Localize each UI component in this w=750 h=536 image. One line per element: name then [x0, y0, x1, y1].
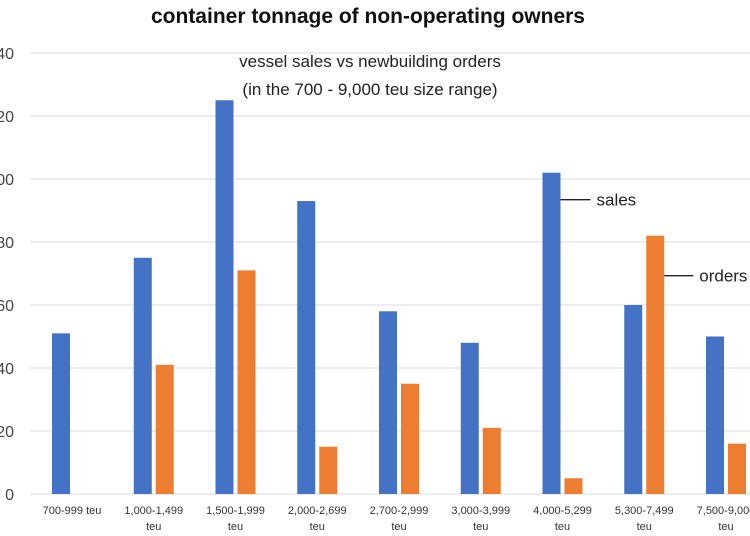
bar-sales: [542, 172, 561, 494]
bar-sales: [706, 336, 724, 494]
bars: [52, 100, 746, 495]
bar-sales: [133, 257, 152, 494]
x-tick-label: 4,000-5,299: [533, 505, 592, 517]
bar-sales: [297, 201, 316, 495]
x-tick-label: 5,300-7,499: [615, 505, 674, 517]
y-tick-label: 100: [0, 172, 14, 189]
y-tick-label: 40: [0, 361, 14, 378]
bar-orders: [482, 427, 501, 494]
x-tick-label: teu: [473, 521, 488, 533]
x-tick-label: 700-999 teu: [43, 505, 102, 517]
x-tick-label: teu: [310, 521, 325, 533]
y-tick-label: 80: [0, 235, 14, 252]
bar-sales: [379, 311, 397, 494]
bar-sales: [624, 305, 643, 494]
legend: sales orders: [560, 191, 747, 286]
y-tick-label: 120: [0, 109, 14, 126]
bar-orders: [155, 364, 174, 494]
bar-orders: [401, 383, 419, 494]
bar-orders: [646, 235, 665, 494]
x-tick-label: teu: [228, 521, 243, 533]
x-axis-ticks: 700-999 teu 1,000-1,499 teu 1,500-1,999 teu 2…: [43, 505, 750, 533]
y-tick-label: 0: [5, 487, 14, 504]
x-tick-label: 1,500-1,999: [206, 505, 265, 517]
bar-orders: [564, 478, 583, 494]
x-tick-label: teu: [637, 521, 652, 533]
chart-subtitle-line-1: vessel sales vs newbuilding orders: [239, 52, 501, 71]
legend-orders-label: orders: [699, 267, 747, 286]
bar-sales: [52, 333, 70, 494]
bar-orders: [728, 443, 746, 494]
x-tick-label: teu: [146, 521, 161, 533]
x-tick-label: 3,000-3,999: [451, 505, 510, 517]
x-tick-label: 1,000-1,499: [124, 505, 183, 517]
y-tick-label: 140: [0, 46, 14, 63]
x-tick-label: teu: [718, 521, 733, 533]
y-tick-label: 20: [0, 424, 14, 441]
bar-orders: [237, 270, 256, 494]
y-axis-ticks: 0 20 40 60 80 100 120 140: [0, 46, 14, 504]
bar-sales: [460, 342, 479, 494]
x-tick-label: teu: [555, 521, 570, 533]
legend-sales-label: sales: [597, 191, 637, 210]
x-tick-label: 2,700-2,999: [370, 505, 429, 517]
chart-title: container tonnage of non-operating owner…: [151, 5, 585, 28]
chart-subtitle-line-2: (in the 700 - 9,000 teu size range): [242, 80, 497, 99]
x-tick-label: teu: [391, 521, 406, 533]
bar-orders: [319, 446, 338, 494]
x-tick-label: 2,000-2,699: [288, 505, 347, 517]
x-tick-label: 7,500-9,000: [697, 505, 750, 517]
y-tick-label: 60: [0, 298, 14, 315]
bar-sales: [215, 100, 234, 494]
